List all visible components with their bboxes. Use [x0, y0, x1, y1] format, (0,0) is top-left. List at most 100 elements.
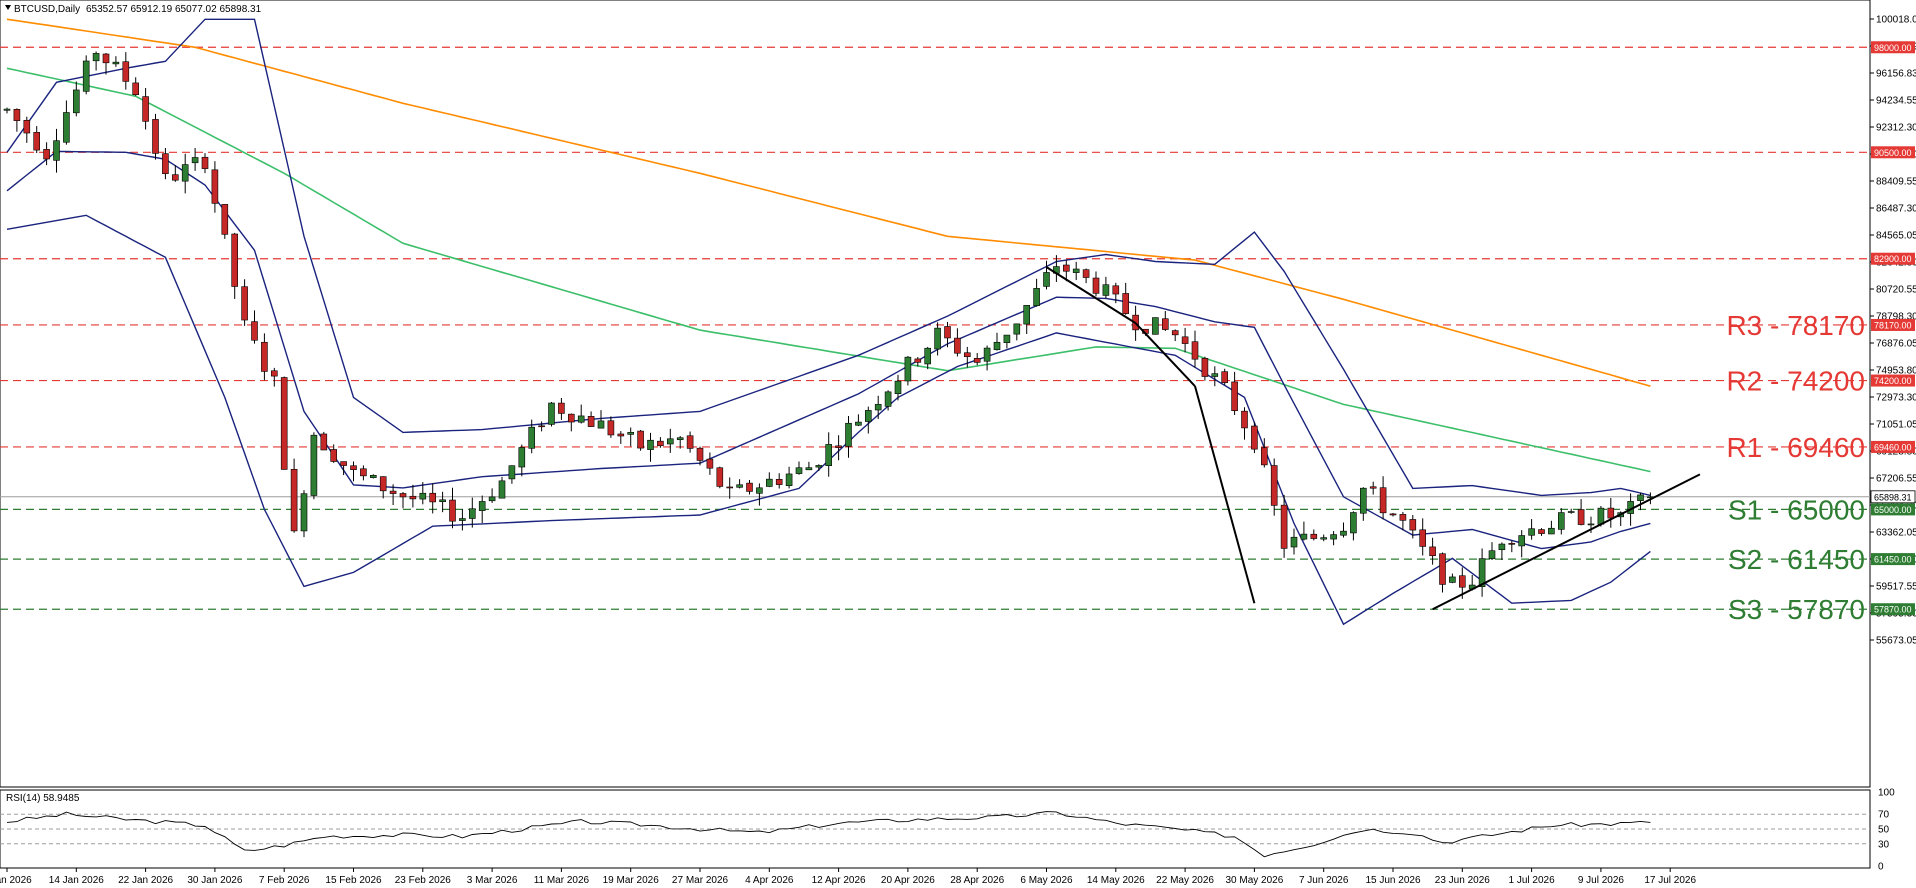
candle-body-152 [1508, 543, 1516, 545]
candle-body-93 [924, 347, 932, 365]
level-tag-5: 69460.00 [1874, 442, 1912, 452]
candle-body-86 [855, 421, 862, 426]
rsi-pane[interactable]: RSI(14) 58.9485 100 70 50 30 0 [0, 788, 1895, 873]
candle-body-70 [696, 447, 704, 461]
candle-body-14 [142, 96, 149, 122]
price-pane[interactable]: R3 - 78170 R2 - 74200 R1 - 69460 S1 - 65000… [0, 0, 1916, 788]
candle-body-98 [973, 358, 981, 363]
candle-body-8 [82, 60, 90, 92]
level-label-5: R1 - 69460 [1726, 432, 1865, 463]
candle-body-116 [1152, 317, 1159, 335]
bollinger-upper [6, 18, 1651, 497]
candle-body-90 [894, 380, 902, 395]
level-tag-8: 57870.00 [1874, 605, 1912, 615]
candle-body-140 [1389, 513, 1397, 516]
candle-body-23 [231, 233, 238, 287]
candle-body-63 [627, 432, 635, 435]
candle-body-87 [864, 410, 872, 422]
candle-body-19 [191, 157, 199, 164]
candle-body-105 [1043, 272, 1050, 287]
price-tick-label-14: 72973.30 [1876, 393, 1916, 404]
price-tick-label-3: 94234.55 [1876, 96, 1916, 107]
candle-body-111 [1102, 284, 1110, 296]
time-tick-label-1: 14 Jan 2026 [49, 875, 104, 886]
candle-body-3 [33, 132, 41, 151]
level-tag-2: 82900.00 [1874, 254, 1912, 264]
candle-body-66 [657, 440, 664, 447]
candle-body-135 [1340, 530, 1347, 536]
price-tick-label-12: 76876.05 [1876, 339, 1916, 350]
candle-body-41 [409, 495, 417, 500]
candle-body-20 [201, 156, 209, 169]
price-tick-label-2: 96156.83 [1876, 69, 1916, 80]
bollinger-middle [6, 150, 1651, 550]
candle-body-43 [429, 492, 437, 503]
price-pane-frame [0, 0, 1871, 788]
level-tag-box-2 [1871, 252, 1915, 265]
time-tick-label-16: 14 May 2026 [1087, 875, 1145, 886]
candle-body-34 [340, 461, 347, 466]
candle-body-25 [251, 321, 258, 341]
time-tick-label-13: 20 Apr 2026 [881, 875, 935, 886]
level-tag-box-0 [1871, 41, 1915, 54]
candle-body-146 [1449, 576, 1456, 583]
time-tick-label-22: 1 Jul 2026 [1509, 875, 1556, 886]
candle-body-29 [290, 468, 298, 532]
candle-body-110 [1092, 277, 1100, 294]
ohlc-values: 65352.57 65912.19 65077.02 65898.31 [86, 4, 262, 15]
candle-body-123 [1221, 371, 1228, 383]
candlesticks [3, 51, 1654, 599]
candle-body-2 [23, 119, 31, 134]
candle-body-151 [1498, 543, 1506, 551]
candle-body-85 [845, 422, 852, 447]
candle-body-50 [498, 480, 506, 499]
candle-body-141 [1399, 514, 1407, 521]
candle-body-132 [1310, 533, 1318, 539]
time-tick-label-11: 4 Apr 2026 [745, 875, 794, 886]
level-label-6: S1 - 65000 [1728, 494, 1865, 525]
time-tick-label-23: 9 Jul 2026 [1578, 875, 1625, 886]
candle-body-153 [1518, 535, 1525, 547]
level-tag-box-8 [1871, 603, 1915, 616]
candle-body-120 [1191, 341, 1199, 360]
candle-body-88 [874, 404, 882, 411]
price-tick-label-21: 59517.55 [1876, 582, 1916, 593]
candle-body-136 [1350, 512, 1357, 534]
candle-body-37 [369, 475, 377, 478]
candle-body-157 [1558, 512, 1565, 530]
level-label-8: S3 - 57870 [1728, 594, 1865, 625]
candle-body-92 [914, 358, 922, 363]
candle-body-71 [706, 458, 714, 469]
candle-body-144 [1429, 546, 1436, 557]
candle-body-69 [686, 435, 694, 449]
time-tick-label-10: 27 Mar 2026 [672, 875, 729, 886]
candle-body-73 [726, 486, 734, 489]
candle-body-36 [360, 468, 367, 477]
candle-body-133 [1320, 537, 1327, 540]
level-tag-box-6 [1871, 503, 1915, 516]
candle-body-11 [112, 61, 120, 65]
collapse-triangle-icon[interactable] [5, 5, 11, 10]
time-tick-label-2: 22 Jan 2026 [118, 875, 173, 886]
candle-body-67 [666, 438, 674, 445]
candle-body-145 [1439, 553, 1446, 585]
candle-body-119 [1181, 336, 1189, 344]
candle-body-59 [587, 416, 595, 427]
candle-body-55 [548, 402, 555, 425]
candle-body-158 [1567, 511, 1575, 513]
candle-body-10 [102, 53, 110, 64]
candle-body-27 [270, 370, 278, 377]
level-labels: R3 - 78170 R2 - 74200 R1 - 69460 S1 - 65000… [1726, 310, 1865, 625]
candle-body-0 [3, 108, 11, 111]
candle-body-72 [716, 467, 724, 487]
candle-body-64 [637, 430, 644, 449]
candle-body-95 [944, 326, 951, 339]
candle-body-58 [577, 415, 585, 423]
time-tick-label-12: 12 Apr 2026 [812, 875, 866, 886]
candle-body-139 [1379, 487, 1387, 514]
time-tick-label-4: 7 Feb 2026 [259, 875, 310, 886]
candle-body-118 [1171, 330, 1179, 336]
time-axis[interactable]: 6 Jan 2026 14 Jan 2026 22 Jan 2026 30 Jan 2… [0, 868, 1696, 886]
candle-body-31 [310, 434, 318, 496]
